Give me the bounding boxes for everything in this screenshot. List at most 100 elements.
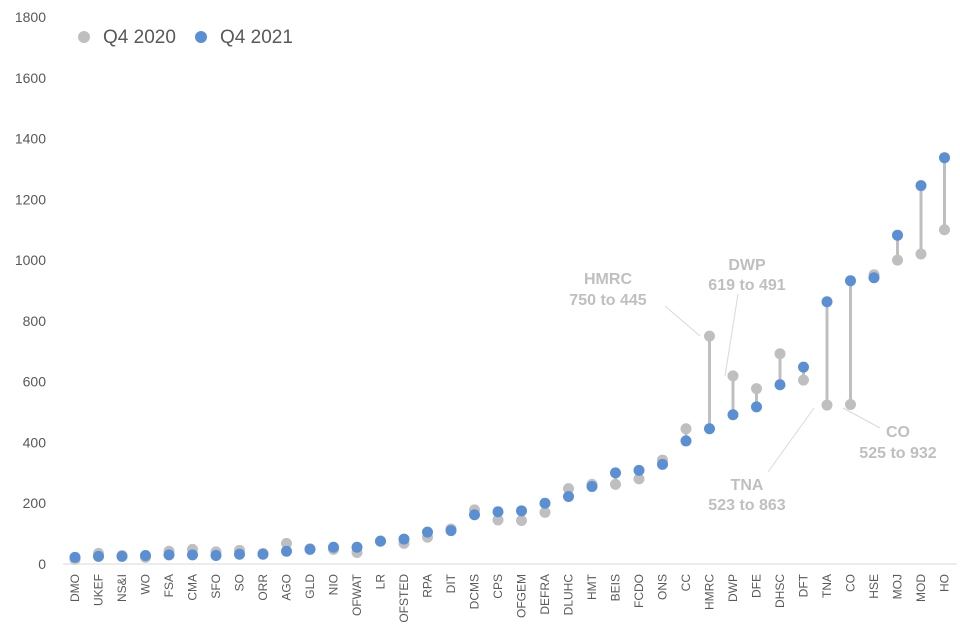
point-q4-2020-mod bbox=[915, 248, 927, 260]
point-q4-2021-dit bbox=[445, 525, 457, 537]
legend-label-q4-2021: Q4 2021 bbox=[220, 27, 293, 48]
point-q4-2021-dft bbox=[798, 361, 809, 373]
y-tick-label: 800 bbox=[23, 313, 47, 329]
x-tick-label-ho: HO bbox=[938, 574, 952, 592]
x-tick-label-dhsc: DHSC bbox=[773, 574, 787, 608]
point-q4-2021-dwp bbox=[727, 409, 739, 421]
x-tick-label-beis: BEIS bbox=[609, 574, 623, 601]
legend-marker-q4-2021 bbox=[195, 31, 207, 43]
point-q4-2021-wo bbox=[140, 549, 151, 561]
x-tick-label-dfe: DFE bbox=[750, 574, 764, 598]
x-tick-label-wo: WO bbox=[139, 574, 153, 595]
point-q4-2021-ofwat bbox=[351, 541, 363, 553]
y-tick-label: 400 bbox=[23, 434, 47, 450]
point-q4-2021-hmt bbox=[586, 481, 598, 493]
point-q4-2021-orr bbox=[257, 548, 269, 560]
x-tick-label-fsa: FSA bbox=[162, 574, 176, 597]
point-q4-2021-ukef bbox=[93, 550, 104, 562]
point-q4-2020-dft bbox=[798, 374, 809, 386]
point-q4-2020-tna bbox=[821, 399, 833, 411]
x-tick-label-ons: ONS bbox=[656, 574, 670, 600]
point-q4-2020-defra bbox=[539, 506, 551, 518]
point-q4-2021-dluhc bbox=[563, 491, 574, 503]
point-q4-2021-hse bbox=[868, 272, 880, 284]
x-tick-label-ofgem: OFGEM bbox=[515, 574, 529, 618]
point-q4-2020-beis bbox=[610, 478, 621, 490]
x-tick-label-ofsted: OFSTED bbox=[397, 574, 411, 623]
point-q4-2020-dhsc bbox=[774, 348, 786, 360]
x-tick-label-orr: ORR bbox=[256, 574, 270, 601]
point-q4-2021-so bbox=[234, 548, 245, 560]
x-tick-label-so: SO bbox=[233, 574, 247, 591]
annotation-hmrc-range: 750 to 445 bbox=[569, 292, 646, 309]
x-tick-label-co: CO bbox=[844, 574, 858, 592]
y-tick-label: 1400 bbox=[15, 131, 46, 147]
point-q4-2021-beis bbox=[610, 467, 621, 479]
point-q4-2020-dwp bbox=[727, 370, 739, 382]
point-q4-2020-dluhc bbox=[563, 483, 574, 495]
x-tick-label-dwp: DWP bbox=[726, 574, 740, 602]
annotation-leader-tna bbox=[767, 407, 815, 473]
y-tick-label: 1800 bbox=[15, 9, 46, 25]
point-q4-2020-moj bbox=[892, 254, 903, 266]
point-q4-2020-cc bbox=[680, 423, 692, 435]
annotation-dwp-name: DWP bbox=[728, 257, 766, 274]
point-q4-2021-ofgem bbox=[516, 505, 527, 517]
x-tick-label-moj: MOJ bbox=[891, 574, 905, 599]
point-q4-2021-fsa bbox=[163, 549, 175, 561]
annotation-tna-range: 523 to 863 bbox=[708, 497, 785, 514]
y-tick-label: 1000 bbox=[15, 252, 46, 268]
series-q4-2020 bbox=[69, 224, 950, 565]
x-tick-label-ago: AGO bbox=[280, 574, 294, 601]
point-q4-2020-ofgem bbox=[516, 515, 527, 527]
x-tick-label-mod: MOD bbox=[914, 574, 928, 602]
series-q4-2021 bbox=[69, 152, 950, 563]
point-q4-2020-ho bbox=[939, 224, 950, 236]
x-tick-label-ns-i: NS&I bbox=[115, 574, 129, 602]
point-q4-2021-dhsc bbox=[774, 379, 786, 391]
x-tick-label-cps: CPS bbox=[491, 574, 505, 599]
point-q4-2021-ofsted bbox=[398, 533, 410, 545]
point-q4-2021-dfe bbox=[751, 401, 762, 413]
annotation-leader-co bbox=[842, 407, 881, 429]
legend-marker-q4-2020 bbox=[78, 31, 90, 43]
annotation-hmrc-name: HMRC bbox=[584, 271, 632, 288]
point-q4-2021-defra bbox=[539, 497, 551, 509]
x-tick-label-cma: CMA bbox=[186, 574, 200, 601]
x-tick-label-dcms: DCMS bbox=[468, 574, 482, 609]
x-tick-label-fcdo: FCDO bbox=[632, 574, 646, 608]
legend: Q4 2020 Q4 2021 bbox=[78, 27, 293, 48]
point-q4-2021-lr bbox=[375, 535, 386, 547]
x-tick-label-dit: DIT bbox=[444, 573, 458, 593]
point-q4-2021-dcms bbox=[469, 509, 480, 521]
point-q4-2021-cc bbox=[680, 435, 692, 447]
point-q4-2021-cma bbox=[187, 549, 198, 561]
point-q4-2021-co bbox=[845, 275, 856, 287]
connector-lines bbox=[73, 157, 946, 560]
y-tick-label: 1200 bbox=[15, 191, 46, 207]
point-q4-2021-ago bbox=[281, 545, 292, 557]
point-q4-2021-ho bbox=[939, 152, 950, 164]
x-tick-label-dluhc: DLUHC bbox=[562, 574, 576, 616]
point-q4-2021-dmo bbox=[69, 551, 81, 563]
annotation-co-name: CO bbox=[886, 424, 910, 441]
point-q4-2021-sfo bbox=[210, 549, 222, 561]
x-tick-label-ofwat: OFWAT bbox=[350, 573, 364, 616]
y-tick-label: 1600 bbox=[15, 70, 46, 86]
point-q4-2020-ago bbox=[281, 537, 292, 549]
point-q4-2020-hmrc bbox=[704, 330, 715, 342]
point-q4-2021-cps bbox=[492, 506, 504, 518]
x-tick-label-hse: HSE bbox=[867, 574, 881, 599]
point-q4-2020-cps bbox=[492, 514, 504, 526]
x-tick-label-lr: LR bbox=[374, 574, 388, 590]
y-tick-label: 0 bbox=[38, 556, 46, 572]
y-tick-label: 600 bbox=[23, 374, 47, 390]
annotation-leader-dwp bbox=[724, 293, 739, 377]
x-tick-label-sfo: SFO bbox=[209, 574, 223, 599]
annotation-leader-hmrc bbox=[664, 305, 701, 337]
point-q4-2021-hmrc bbox=[704, 423, 715, 435]
x-tick-label-defra: DEFRA bbox=[538, 574, 552, 615]
x-tick-label-hmt: HMT bbox=[585, 573, 599, 600]
point-q4-2021-mod bbox=[915, 180, 927, 192]
point-q4-2021-moj bbox=[892, 229, 903, 241]
